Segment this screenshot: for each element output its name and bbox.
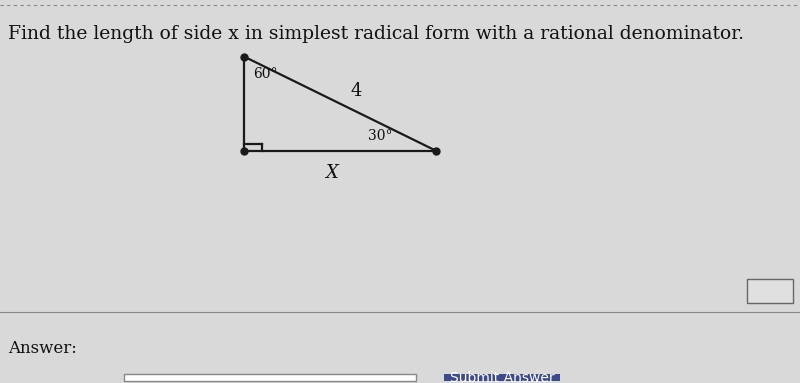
Text: Submit Answer: Submit Answer <box>450 371 554 383</box>
Text: X: X <box>326 164 338 182</box>
Text: Find the length of side x in simplest radical form with a rational denominator.: Find the length of side x in simplest ra… <box>8 25 744 43</box>
Text: 30°: 30° <box>368 129 393 143</box>
Text: 60°: 60° <box>254 67 278 80</box>
Text: 4: 4 <box>350 82 362 100</box>
Bar <box>444 374 560 381</box>
Text: Answer:: Answer: <box>8 340 77 357</box>
Bar <box>746 279 794 303</box>
Bar <box>124 374 416 381</box>
